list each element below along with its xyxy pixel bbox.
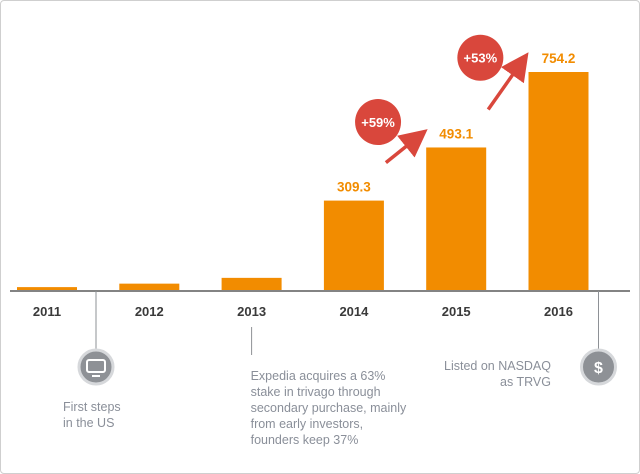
annotation-note-2011: First steps in the US (63, 400, 121, 430)
bar-2013 (221, 277, 282, 290)
growth-arrow (384, 129, 428, 164)
growth-badge (355, 99, 402, 146)
value-label-2016: 754.2 (542, 51, 576, 66)
bar-2011 (17, 287, 77, 290)
x-tick-label: 2014 (339, 304, 369, 319)
growth-badge (457, 34, 504, 81)
svg-text:$: $ (594, 360, 603, 377)
growth-badge-label: +53% (464, 51, 498, 66)
tv-icon (77, 348, 115, 386)
annotation-note-2013: Expedia acquires a 63% stake in trivago … (250, 369, 407, 447)
bar-2012 (119, 283, 180, 290)
annotation-note-2016: Listed on NASDAQ as TRVG (444, 359, 551, 389)
bar-2015 (426, 147, 487, 290)
x-tick-label: 2012 (135, 304, 164, 319)
growth-badge-label: +59% (361, 115, 395, 130)
x-tick-label: 2013 (237, 304, 266, 319)
x-tick-label: 2011 (33, 304, 61, 319)
value-label-2014: 309.3 (337, 180, 371, 195)
bar-2014 (323, 200, 384, 290)
growth-arrow (486, 52, 529, 111)
x-tick-label: 2016 (544, 304, 573, 319)
x-tick-label: 2015 (442, 304, 471, 319)
value-label-2015: 493.1 (439, 126, 473, 141)
bar-2016 (528, 72, 589, 290)
dollar-icon: $ (580, 348, 617, 386)
